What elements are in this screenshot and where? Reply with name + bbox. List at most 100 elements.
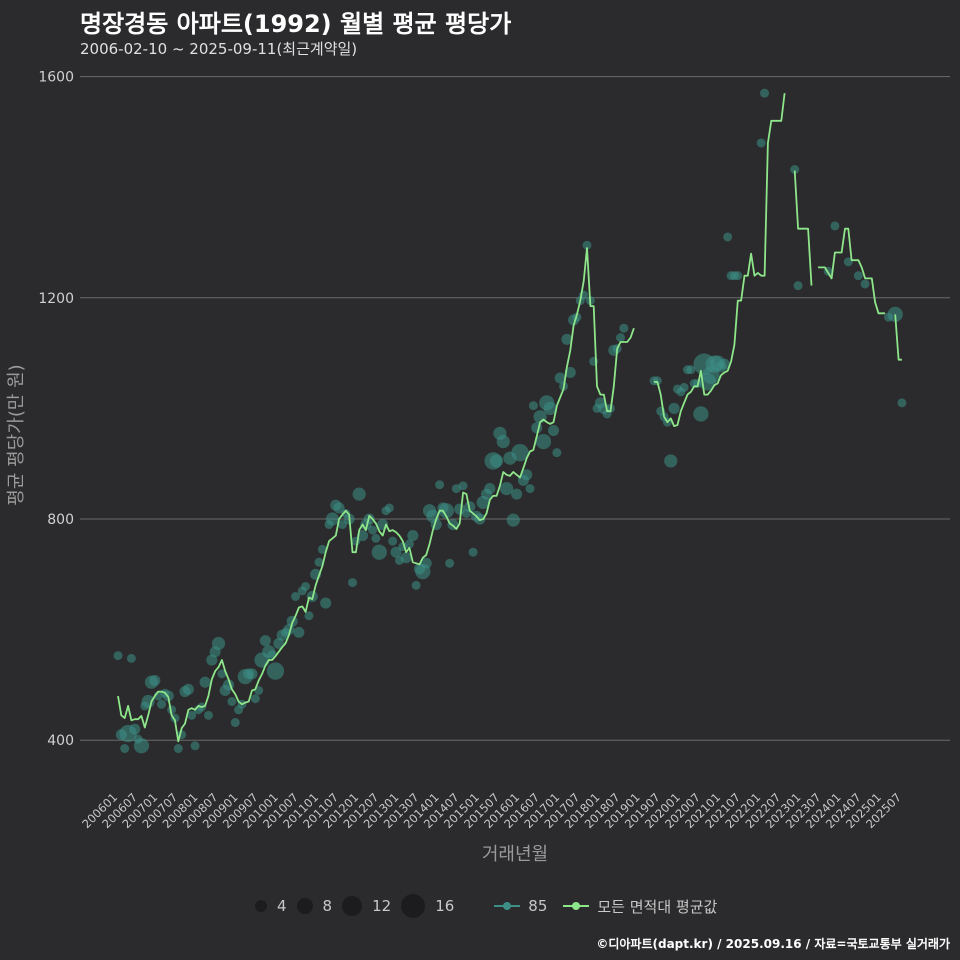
legend-size-item: 12 [342, 896, 391, 916]
y-tick-label: 1200 [38, 291, 74, 307]
scatter-point [468, 547, 478, 557]
scatter-point [582, 240, 592, 250]
scatter-point [407, 530, 419, 542]
scatter-point [173, 744, 183, 754]
x-axis-label: 거래년월 [482, 844, 548, 865]
legend-all-swatch [563, 899, 590, 913]
scatter-point [843, 257, 853, 267]
scatter-point [435, 480, 445, 490]
scatter-point [371, 533, 381, 543]
scatter-point [887, 306, 903, 323]
scatter-point [561, 333, 573, 345]
scatter-point [325, 512, 339, 526]
scatter-point [521, 469, 533, 481]
scatter-point [384, 503, 394, 513]
scatter-point [301, 581, 311, 591]
scatter-point [793, 281, 803, 291]
scatter-point [266, 662, 285, 680]
legend-size-dot [342, 896, 363, 916]
legend: 4 8 12 16 85 모든 면적대 평균값 [255, 893, 727, 919]
scatter-point [388, 536, 398, 546]
legend-size-item: 4 [255, 897, 287, 915]
avg-line-segment [654, 93, 786, 427]
scatter-point [445, 558, 455, 568]
scatter-point [718, 358, 730, 370]
chart-title: 명장경동 아파트(1992) 월별 평균 평당가 [80, 10, 512, 38]
scatter-point [830, 221, 840, 231]
scatter-point [246, 668, 258, 680]
legend-size-dot [255, 900, 267, 912]
scatter-point [390, 546, 402, 558]
scatter-point [352, 487, 366, 501]
scatter-point [511, 488, 523, 500]
scatter-point [211, 636, 226, 651]
scatter-point [187, 710, 197, 720]
scatter-point [230, 718, 240, 728]
scatter-point [484, 483, 496, 495]
legend-size-label: 16 [435, 897, 455, 915]
scatter-point [404, 539, 414, 549]
scatter-point [531, 422, 543, 434]
legend-size-label: 12 [372, 897, 392, 915]
scatter-point [203, 710, 213, 720]
scatter-point [528, 401, 538, 411]
scatter-point [273, 637, 285, 649]
scatter-point [217, 669, 227, 679]
scatter-point [206, 654, 218, 666]
scatter-point [348, 578, 357, 588]
scatter-point [199, 676, 211, 688]
scatter-point [357, 530, 369, 542]
scatter-point [652, 376, 662, 386]
scatter-point [333, 502, 345, 514]
scatter-point [723, 232, 733, 242]
avg-line-segment [793, 170, 813, 286]
scatter-point [500, 481, 514, 496]
scatter-point [619, 323, 629, 333]
scatter-point [250, 694, 260, 704]
legend-size-dot [296, 898, 313, 914]
scatter-point [157, 699, 167, 709]
legend-all-label: 모든 면적대 평균값 [597, 897, 718, 916]
scatter-point [756, 138, 766, 148]
scatter-point [686, 365, 696, 375]
scatter-point [554, 372, 566, 384]
scatter-point [190, 741, 200, 751]
scatter-point [411, 580, 421, 590]
legend-size-dot [401, 894, 426, 918]
legend-series-all: 모든 면적대 평균값 [563, 896, 717, 917]
scatter-point [420, 557, 432, 569]
scatter-point [860, 279, 870, 289]
avg-line-segment [894, 314, 902, 361]
scatter-point [664, 454, 678, 468]
scatter-point [120, 744, 130, 754]
scatter-point [320, 597, 332, 609]
legend-series-85: 85 [494, 897, 547, 915]
scatter-point [668, 402, 680, 414]
scatter-point [126, 653, 136, 663]
scatter-point [438, 503, 454, 519]
legend-size-item: 16 [401, 894, 454, 918]
scatter-point [368, 525, 378, 535]
scatter-point [458, 481, 468, 491]
scatter-point [182, 683, 194, 695]
scatter-point [304, 611, 314, 621]
y-tick-label: 400 [47, 733, 74, 749]
legend-size-label: 4 [277, 897, 287, 915]
scatter-point [149, 674, 161, 687]
scatter-point [133, 738, 150, 754]
scatter-point [543, 401, 557, 416]
scatter-point [400, 552, 412, 564]
scatter-point [853, 271, 863, 281]
scatter-point [693, 406, 709, 422]
scatter-point [227, 697, 237, 707]
y-axis-label: 평균 평당가(만 원) [6, 364, 27, 505]
y-tick-label: 1600 [38, 70, 74, 86]
scatter-point [679, 382, 689, 392]
avg-line-segment [818, 227, 886, 315]
scatter-point [129, 723, 141, 735]
scatter-point [489, 454, 504, 468]
legend-85-label: 85 [528, 897, 548, 915]
scatter-point [616, 333, 625, 343]
scatter-point [535, 433, 552, 450]
scatter-point [760, 88, 770, 98]
